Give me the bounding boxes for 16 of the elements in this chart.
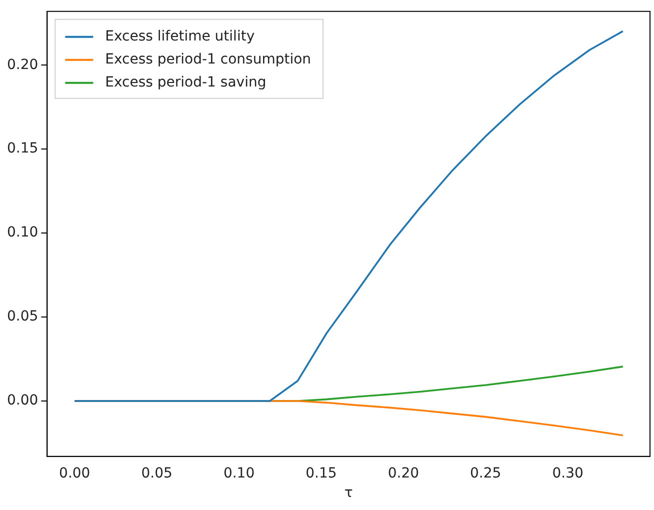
legend-label: Excess period-1 consumption <box>105 52 312 68</box>
x-tick-label: 0.25 <box>470 465 502 482</box>
y-tick-label: 0.10 <box>7 224 38 241</box>
x-tick-label: 0.20 <box>388 465 419 482</box>
legend-label: Excess period-1 saving <box>105 74 266 91</box>
legend-label: Excess lifetime utility <box>105 28 255 45</box>
x-tick-label: 0.05 <box>141 465 172 482</box>
y-tick-label: 0.05 <box>7 308 38 325</box>
x-tick-label: 0.00 <box>59 465 90 482</box>
x-tick-label: 0.30 <box>552 465 584 482</box>
y-tick-label: 0.00 <box>7 392 38 409</box>
x-axis-title: τ <box>344 485 353 502</box>
y-tick-label: 0.20 <box>7 56 38 73</box>
x-tick-label: 0.10 <box>223 465 255 482</box>
y-tick-label: 0.15 <box>7 140 38 157</box>
x-tick-label: 0.15 <box>306 465 337 482</box>
